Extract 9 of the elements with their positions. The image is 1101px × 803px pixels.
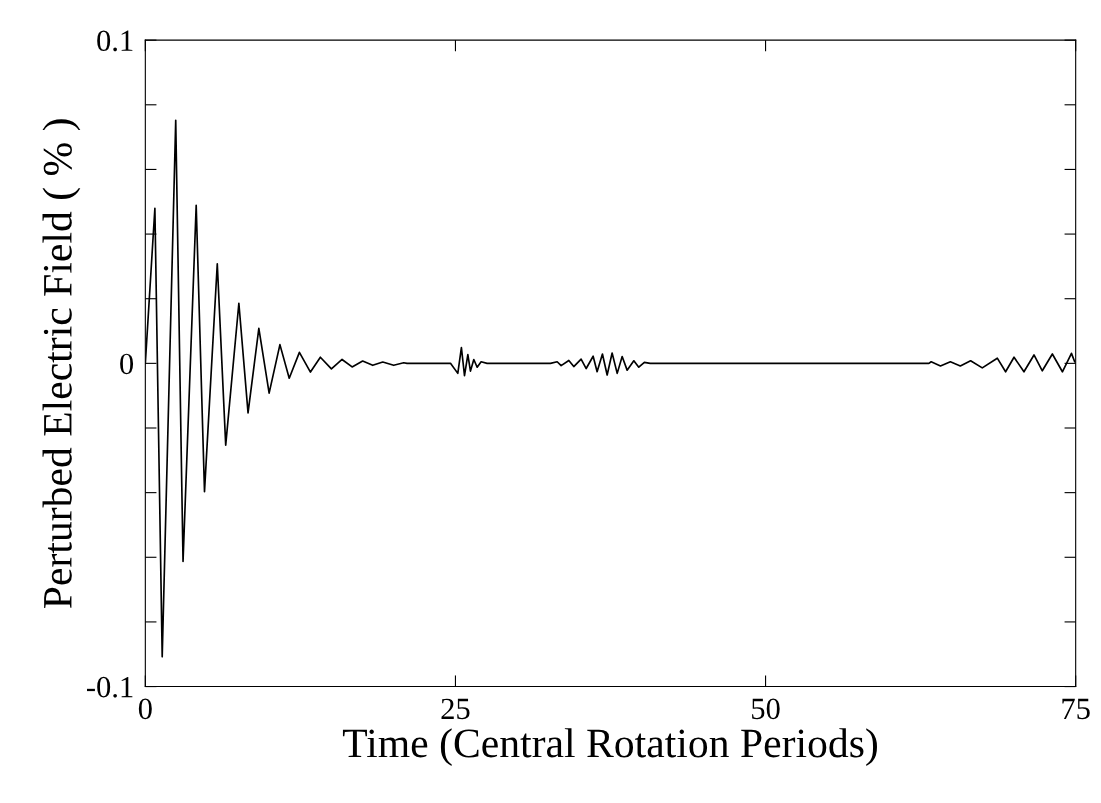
y-tick-label: -0.1: [86, 676, 133, 698]
y-tick-label: 0: [120, 353, 134, 375]
y-tick-label: 0.1: [97, 30, 133, 52]
y-axis-title: Perturbed Electric Field ( % ): [42, 119, 81, 609]
x-tick-label: 0: [138, 698, 152, 720]
x-tick-label: 50: [752, 698, 780, 720]
x-tick-label: 75: [1062, 698, 1090, 720]
x-tick-label: 25: [441, 698, 470, 720]
x-axis-title: Time (Central Rotation Periods): [342, 728, 877, 766]
